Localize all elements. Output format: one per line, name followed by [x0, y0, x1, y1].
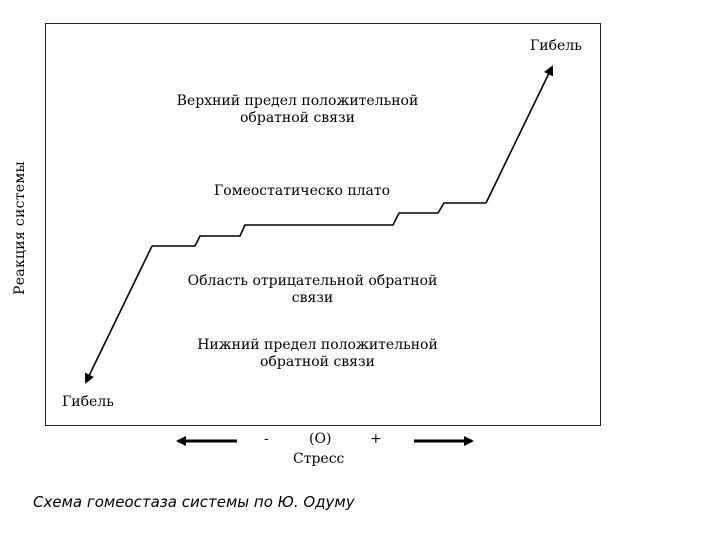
upper-limit-label: Верхний предел положительной обратной св…: [176, 93, 419, 126]
lower-positive-feedback-line: [84, 245, 153, 384]
stress-label: Стресс: [293, 451, 345, 467]
plateau-line: [152, 202, 486, 247]
death-bottom-label: Гибель: [62, 394, 114, 410]
plateau-label: Гомеостатическо плато: [214, 183, 391, 199]
negative-feedback-label: Область отрицательной обратной связи: [187, 273, 438, 306]
death-top-label: Гибель: [530, 38, 582, 54]
stress-zero-label: (O): [309, 431, 332, 447]
upper-positive-feedback-line: [485, 65, 554, 204]
stress-minus-label: -: [264, 431, 269, 447]
diagram-frame: [45, 23, 601, 426]
figure-caption: Схема гомеостаза системы по Ю. Одуму: [33, 493, 355, 511]
stress-plus-label: +: [370, 431, 382, 447]
lower-limit-label: Нижний предел положительной обратной свя…: [197, 337, 438, 370]
